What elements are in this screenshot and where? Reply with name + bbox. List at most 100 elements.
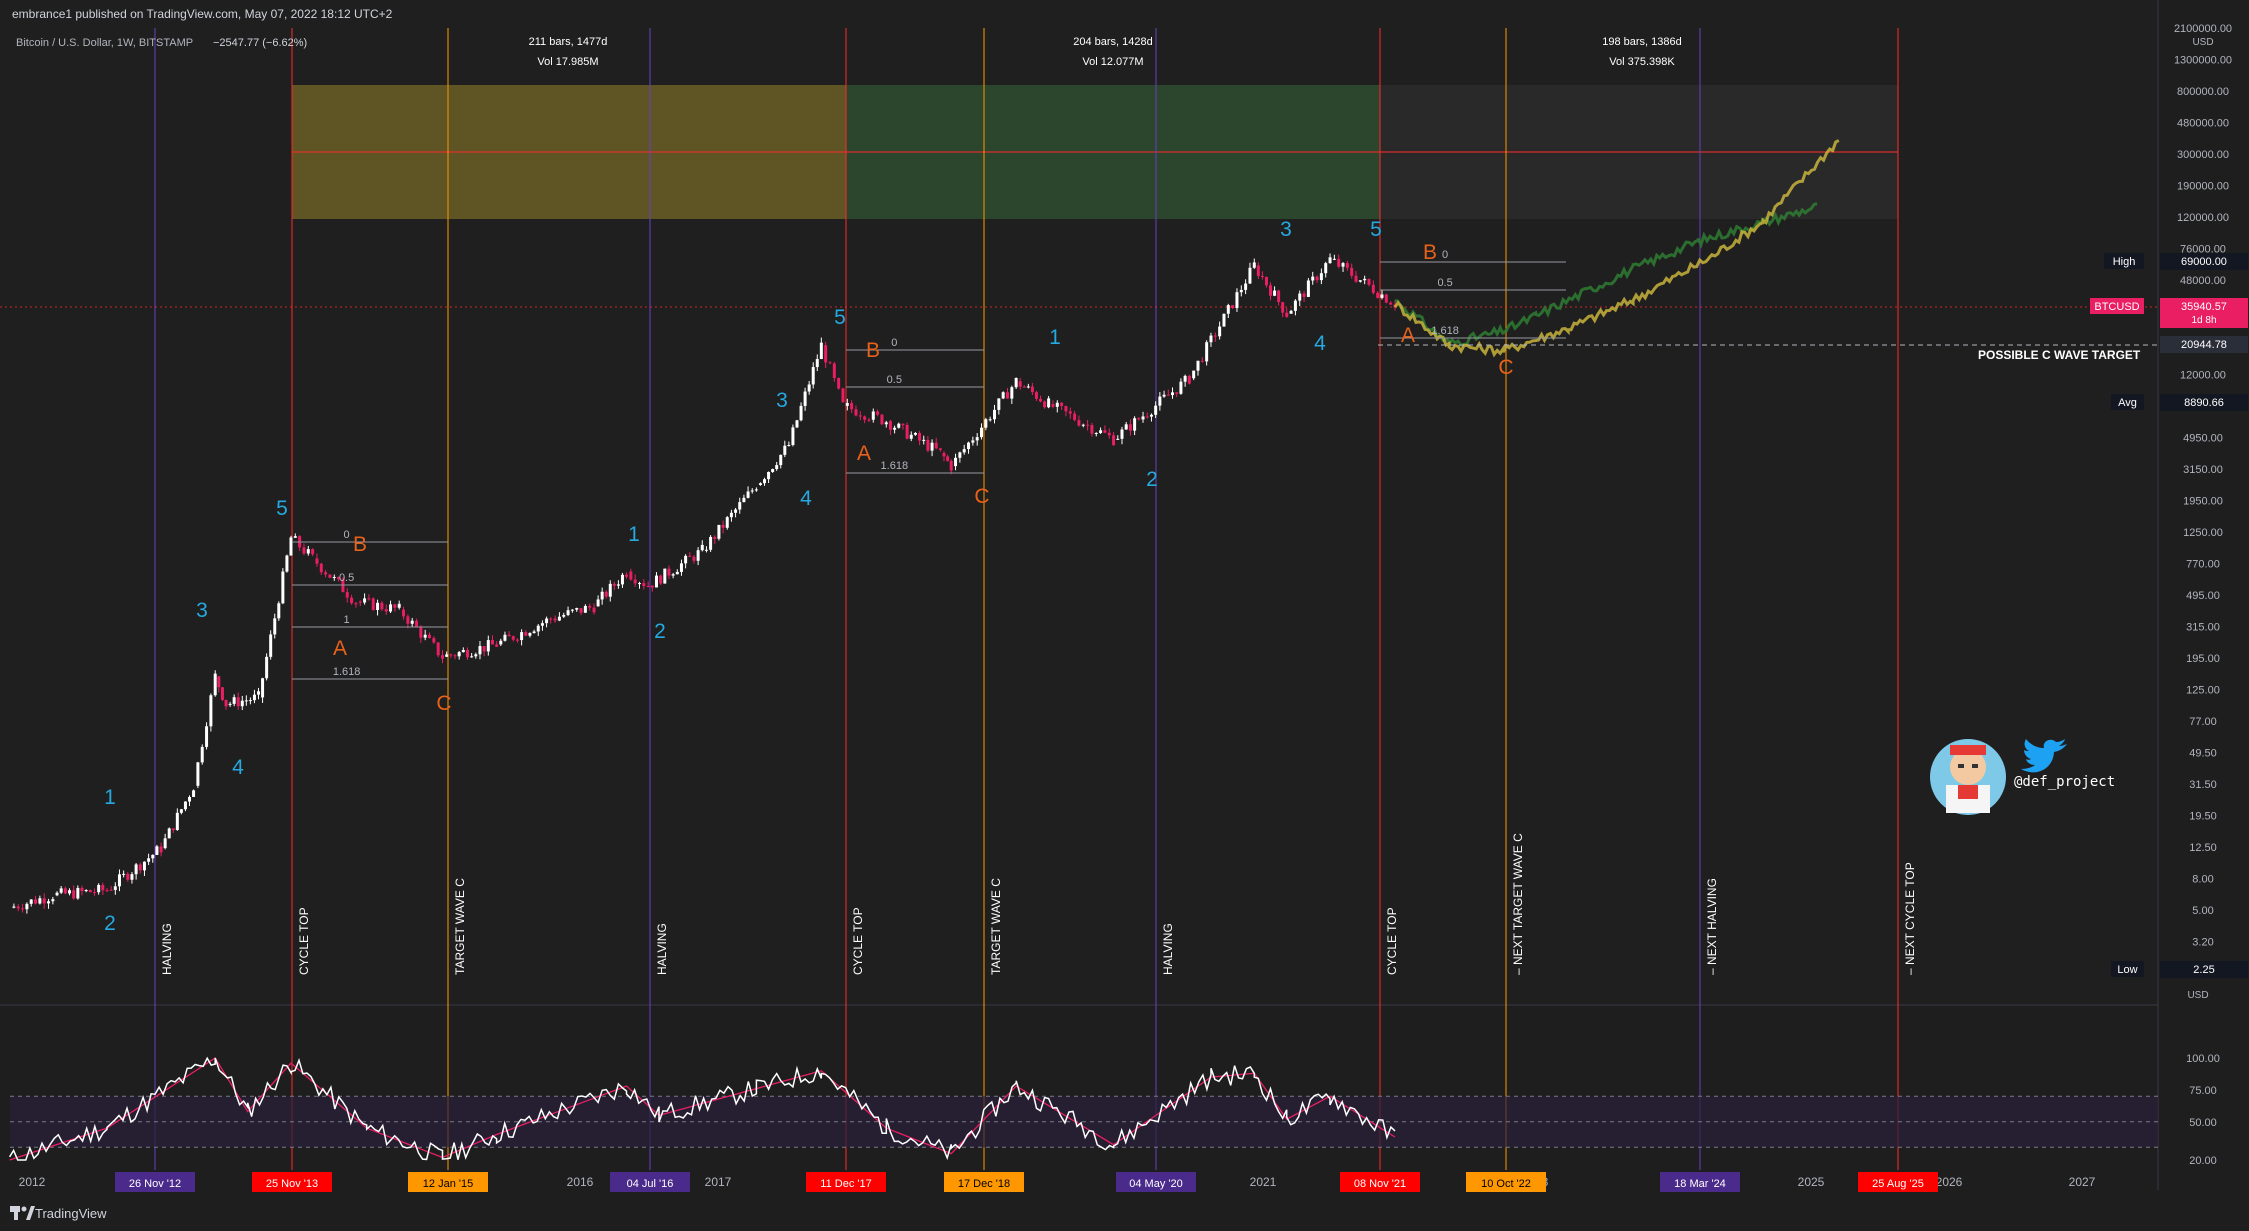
candle <box>1376 292 1380 298</box>
candle <box>1124 424 1128 430</box>
date-badge-text: 04 Jul '16 <box>627 1178 674 1190</box>
candle <box>16 906 20 909</box>
candle <box>811 367 815 385</box>
candle <box>1293 300 1297 311</box>
candle <box>1039 398 1043 402</box>
date-badge-text: 10 Oct '22 <box>1481 1178 1531 1190</box>
badge-label: Avg <box>2118 397 2137 409</box>
candle <box>1337 258 1341 267</box>
candle <box>76 887 80 899</box>
candle <box>1319 273 1323 281</box>
candle <box>138 864 142 871</box>
symbol-title: Bitcoin / U.S. Dollar, 1W, BITSTAMP <box>16 37 193 49</box>
candle <box>105 890 109 892</box>
wave-label: 3 <box>196 599 208 622</box>
badge-label-box <box>2111 961 2144 977</box>
candle <box>350 597 354 604</box>
candle <box>1043 401 1047 408</box>
price-tick: 125.00 <box>2186 685 2220 697</box>
candle <box>942 453 946 457</box>
price-tick: 495.00 <box>2186 590 2220 602</box>
candle <box>575 608 579 610</box>
candle <box>867 419 871 421</box>
candle <box>332 576 336 578</box>
candle <box>1128 424 1132 431</box>
candle <box>142 861 146 871</box>
candle <box>532 631 536 634</box>
correction-label: B <box>1423 241 1437 264</box>
wave-label: 5 <box>276 497 288 520</box>
candle <box>954 457 958 467</box>
vline-label: CYCLE TOP <box>851 907 865 975</box>
twitter-icon <box>2021 739 2067 773</box>
candle <box>667 568 671 576</box>
candle <box>888 421 892 430</box>
candle <box>306 549 310 554</box>
candle <box>175 812 179 830</box>
candle <box>1018 381 1022 387</box>
candle <box>1055 402 1059 407</box>
candle <box>311 549 315 555</box>
year-tick: 2016 <box>567 1175 594 1189</box>
candle <box>659 575 663 584</box>
wave-label: 1 <box>104 786 116 809</box>
candle <box>938 448 942 450</box>
price-tick: 480000.00 <box>2177 118 2229 130</box>
projection-path <box>1393 139 1840 358</box>
candle <box>220 687 224 700</box>
candle <box>55 892 59 896</box>
badge-value-box <box>2160 336 2248 353</box>
price-tick: 190000.00 <box>2177 181 2229 193</box>
rsi-unit: USD <box>2187 990 2208 1001</box>
fib-label: 0.5 <box>1437 277 1452 289</box>
candle <box>988 419 992 421</box>
date-badge-text: 12 Jan '15 <box>423 1178 473 1190</box>
candle <box>1248 267 1252 284</box>
candle <box>183 801 187 810</box>
candle <box>754 489 758 491</box>
candle <box>503 634 507 641</box>
price-tick: 4950.00 <box>2183 433 2223 445</box>
vline-label: – NEXT HALVING <box>1705 878 1719 975</box>
candle <box>277 603 281 619</box>
badge-label: Low <box>2117 964 2137 976</box>
candle <box>1213 335 1217 337</box>
measure-bars-1: 211 bars, 1477d <box>529 36 608 48</box>
candle <box>1209 335 1213 343</box>
candle <box>419 627 423 638</box>
badge-label-box <box>2090 298 2144 314</box>
candle <box>376 602 380 611</box>
badge-value-box <box>2160 394 2248 411</box>
candle <box>213 673 217 696</box>
candle <box>771 469 775 472</box>
candle <box>540 623 544 626</box>
candle <box>854 409 858 416</box>
candle <box>637 583 641 585</box>
candle <box>470 656 474 658</box>
candle <box>980 427 984 438</box>
date-badge-text: 08 Nov '21 <box>1354 1178 1406 1190</box>
candle <box>436 642 440 656</box>
candle <box>367 598 371 600</box>
candle <box>397 603 401 608</box>
candle <box>742 497 746 503</box>
candle <box>646 586 650 588</box>
candle <box>815 359 819 368</box>
candle <box>588 605 592 608</box>
price-tick: 12000.00 <box>2180 370 2226 382</box>
candle <box>841 388 845 403</box>
vline-label: CYCLE TOP <box>1385 907 1399 975</box>
vline-label: CYCLE TOP <box>297 907 311 975</box>
candle <box>566 610 570 616</box>
candle <box>134 864 138 875</box>
candle <box>42 898 46 904</box>
candle <box>1099 430 1103 434</box>
candle <box>1006 392 1010 399</box>
candle <box>507 634 511 637</box>
candle <box>1090 425 1094 434</box>
candle <box>1367 278 1371 285</box>
candle <box>696 550 700 561</box>
date-badge-text: 04 May '20 <box>1129 1178 1182 1190</box>
candle <box>1010 387 1014 399</box>
